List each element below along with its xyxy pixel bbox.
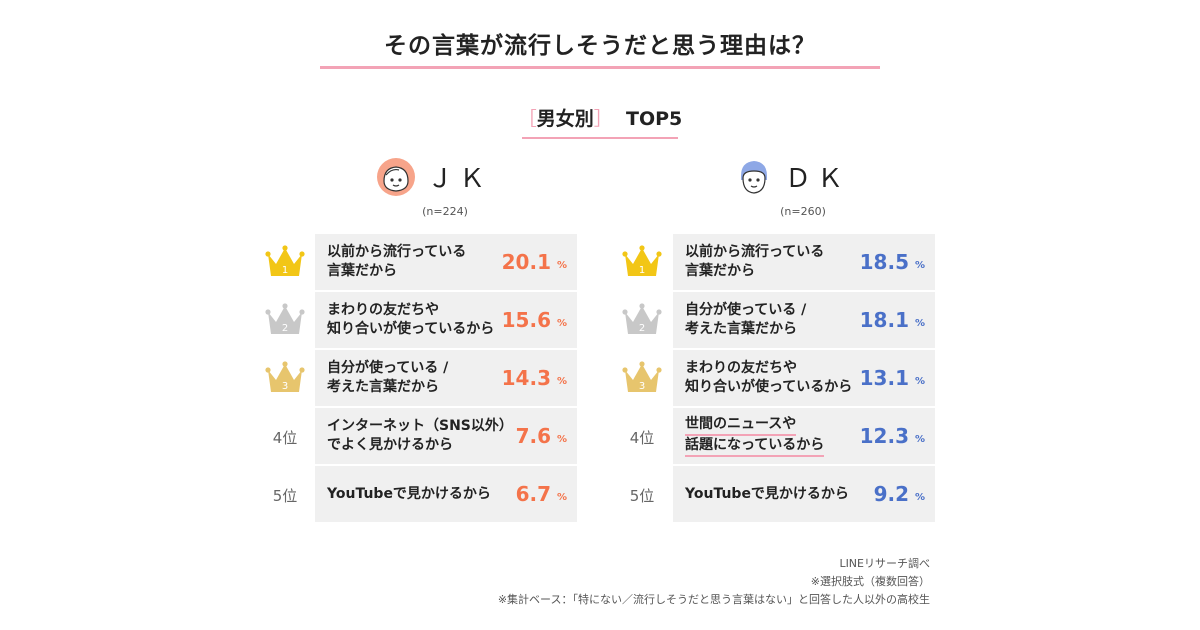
percentage-value: 18.1 [859, 308, 909, 332]
percentage-unit: % [556, 260, 567, 271]
reason-line: 世間のニュースや [685, 415, 824, 436]
ranking-row-dk-5: YouTubeで見かけるから 9.2% [673, 466, 935, 522]
reason-line: 考えた言葉だから [685, 321, 797, 337]
reason-line: 話題になっているから [685, 436, 825, 457]
reason-text: 以前から流行っている 言葉だから [327, 234, 466, 290]
crown-rank-number: 3 [639, 381, 645, 392]
reason-text: 以前から流行っている 言葉だから [685, 234, 824, 290]
reason-line: 考えた言葉だから [327, 379, 439, 395]
boy-face-icon [741, 161, 767, 194]
reason-line: まわりの友だちや [327, 302, 439, 318]
jk-sample-size: (n=224) [422, 205, 468, 218]
reason-line: 自分が使っている / [685, 302, 807, 318]
percentage-unit: % [556, 376, 567, 387]
jk-header: ＪＫ [315, 156, 575, 200]
percentage-value: 13.1 [859, 366, 909, 390]
crown-rank-number: 1 [282, 265, 288, 276]
rank-label-4-dk: 4位 [629, 429, 655, 447]
title-underline [320, 66, 880, 69]
crown-icon-rank-2-jk: 2 [265, 303, 305, 334]
percentage-unit: % [914, 492, 925, 503]
reason-line: 以前から流行っている [685, 244, 825, 260]
crown-icon-rank-2-dk: 2 [622, 303, 662, 334]
reason-text: まわりの友だちや知り合いが使っているから [327, 292, 494, 348]
percentage-value: 18.5 [859, 250, 909, 274]
subtitle-bracket-close: ］ [593, 108, 613, 130]
reason-line: でよく見かけるから [327, 437, 453, 453]
subtitle-suffix: TOP5 [626, 108, 683, 130]
percentage-value: 15.6 [501, 308, 551, 332]
girl-face-icon [377, 158, 415, 196]
footnote-source: LINEリサーチ調べ [839, 557, 930, 570]
reason-text: 自分が使っている / 考えた言葉だから [685, 292, 806, 348]
rank-label-5-jk: 5位 [272, 487, 298, 505]
percentage-value: 20.1 [501, 250, 551, 274]
percentage-value: 7.6 [515, 424, 551, 448]
percentage-value: 9.2 [873, 482, 909, 506]
reason-text: 自分が使っている / 考えた言葉だから [327, 350, 448, 406]
crown-rank-number: 2 [282, 323, 288, 334]
subtitle-bracket-open: ［ [517, 108, 537, 130]
crown-rank-number: 3 [282, 381, 288, 392]
rank-label-5-dk: 5位 [629, 487, 655, 505]
crown-rank-number: 1 [639, 265, 645, 276]
reason-text: インターネット（SNS以外） でよく見かけるから [327, 408, 513, 464]
crown-icon-rank-1-jk: 1 [265, 245, 305, 276]
ranking-row-jk-5: YouTubeで見かけるから 6.7% [315, 466, 577, 522]
reason-line: 以前から流行っている [327, 244, 467, 260]
ranking-row-dk-2: 自分が使っている / 考えた言葉だから 18.1% [673, 292, 935, 348]
dk-header: ＤＫ [673, 156, 933, 200]
subtitle-label: 男女別 [536, 108, 594, 130]
ranking-row-dk-1: 以前から流行っている 言葉だから 18.5% [673, 234, 935, 290]
percentage-unit: % [914, 318, 925, 329]
reason-text: YouTubeで見かけるから [327, 466, 491, 522]
reason-line: 言葉だから [685, 263, 755, 279]
percentage-value: 14.3 [501, 366, 551, 390]
ranking-row-jk-3: 自分が使っている / 考えた言葉だから 14.3% [315, 350, 577, 406]
reason-line: YouTubeで見かけるから [685, 485, 849, 502]
jk-label: ＪＫ [427, 164, 492, 194]
rank-label-4-jk: 4位 [272, 429, 298, 447]
percentage-unit: % [914, 376, 925, 387]
subtitle-underline [522, 137, 678, 139]
percentage-unit: % [914, 260, 925, 271]
page-title: その言葉が流行しそうだと思う理由は？ [384, 33, 816, 59]
reason-text: まわりの友だちや知り合いが使っているから [685, 350, 852, 406]
footnote-question-type: ※選択肢式（複数回答） [810, 575, 930, 588]
ranking-row-jk-1: 以前から流行っている 言葉だから 20.1% [315, 234, 577, 290]
percentage-value: 12.3 [859, 424, 909, 448]
ranking-row-jk-4: インターネット（SNS以外） でよく見かけるから 7.6% [315, 408, 577, 464]
reason-text: YouTubeで見かけるから [685, 466, 849, 522]
dk-sample-size: (n=260) [780, 205, 826, 218]
ranking-row-dk-3: まわりの友だちや知り合いが使っているから 13.1% [673, 350, 935, 406]
reason-line: YouTubeで見かけるから [327, 485, 491, 502]
dk-label: ＤＫ [785, 164, 850, 194]
percentage-unit: % [556, 434, 567, 445]
reason-line: 知り合いが使っているから [685, 379, 853, 395]
percentage-unit: % [914, 434, 925, 445]
reason-line: 言葉だから [327, 263, 397, 279]
ranking-row-jk-2: まわりの友だちや知り合いが使っているから 15.6% [315, 292, 577, 348]
subtitle: ［男女別］ TOP5 [0, 104, 1200, 131]
percentage-unit: % [556, 318, 567, 329]
reason-line: 知り合いが使っているから [327, 321, 495, 337]
ranking-row-dk-4: 世間のニュースや 話題になっているから 12.3% [673, 408, 935, 464]
percentage-value: 6.7 [515, 482, 551, 506]
crown-icon-rank-1-dk: 1 [622, 245, 662, 276]
crown-icon-rank-3-dk: 3 [622, 361, 662, 392]
reason-line: インターネット（SNS以外） [327, 418, 513, 434]
reason-text: 世間のニュースや 話題になっているから [685, 408, 825, 464]
footnote-base: ※集計ベース：「特にない／流行しそうだと思う言葉はない」と回答した人以外の高校生 [497, 593, 930, 606]
crown-icon-rank-3-jk: 3 [265, 361, 305, 392]
reason-line: 自分が使っている / [327, 360, 449, 376]
reason-line: まわりの友だちや [685, 360, 797, 376]
crown-rank-number: 2 [639, 323, 645, 334]
percentage-unit: % [556, 492, 567, 503]
